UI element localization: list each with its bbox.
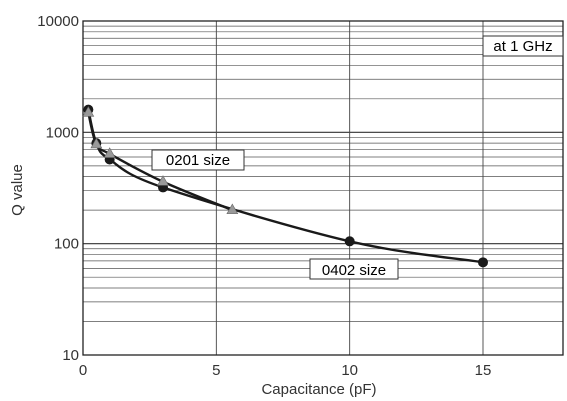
data-point-triangle (82, 106, 95, 117)
data-point-triangle (226, 203, 239, 215)
series-markers (82, 104, 488, 268)
y-tick-label: 100 (54, 236, 79, 253)
series-label-0201-text: 0201 size (166, 152, 230, 169)
data-point-triangle (103, 147, 116, 158)
grid-lines (83, 21, 563, 355)
series-label-0402: 0402 size (309, 258, 399, 280)
y-tick-label: 1000 (46, 124, 79, 141)
y-tick-label: 10000 (37, 13, 79, 30)
y-axis-title: Q value (9, 164, 26, 216)
series-label-0402-text: 0402 size (322, 262, 386, 279)
frequency-annotation: at 1 GHz (482, 35, 564, 57)
x-tick-label: 0 (79, 362, 87, 379)
frequency-annotation-text: at 1 GHz (493, 38, 552, 55)
data-point-triangle (157, 175, 169, 186)
x-tick-label: 15 (475, 362, 492, 379)
data-point-triangle (90, 137, 103, 149)
data-point-circle (478, 257, 488, 268)
tick-labels: 0 5 10 15 10 100 1000 10000 (37, 13, 491, 379)
series-label-0201: 0201 size (151, 149, 245, 171)
y-tick-label: 10 (62, 347, 79, 364)
data-point-circle (344, 236, 355, 247)
x-tick-label: 5 (212, 362, 220, 379)
x-tick-label: 10 (341, 362, 358, 379)
plot-frame (82, 20, 564, 356)
x-axis-title: Capacitance (pF) (261, 381, 376, 398)
